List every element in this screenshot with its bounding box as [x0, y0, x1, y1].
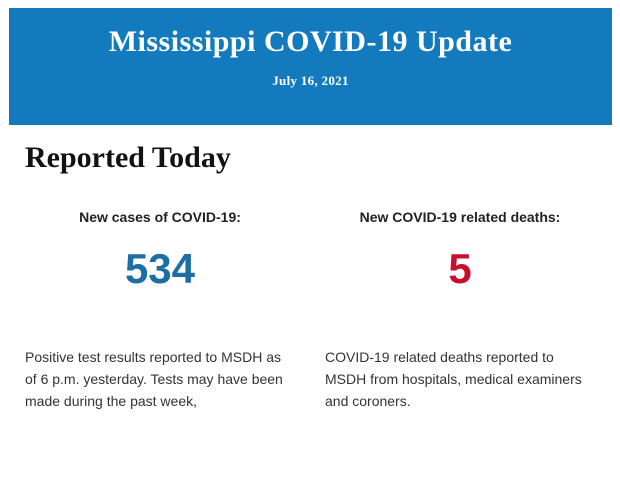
new-deaths-label: New COVID-19 related deaths:	[359, 209, 561, 225]
stats-row: New cases of COVID-19: 534 Positive test…	[25, 210, 595, 412]
banner-date: July 16, 2021	[272, 73, 349, 88]
new-cases-value: 534	[124, 245, 196, 292]
stat-new-cases: New cases of COVID-19: 534 Positive test…	[25, 210, 295, 412]
header-banner: Mississippi COVID-19 Update July 16, 202…	[9, 8, 612, 125]
new-cases-label: New cases of COVID-19:	[79, 209, 241, 225]
new-deaths-value: 5	[448, 245, 472, 292]
banner-title: Mississippi COVID-19 Update	[108, 25, 513, 58]
page-title: Reported Today	[25, 141, 231, 174]
new-cases-description: Positive test results reported to MSDH a…	[25, 349, 283, 409]
stat-new-deaths: New COVID-19 related deaths: 5 COVID-19 …	[325, 210, 595, 412]
new-deaths-description: COVID-19 related deaths reported to MSDH…	[325, 349, 582, 409]
main-content: Reported Today New cases of COVID-19: 53…	[0, 140, 620, 412]
